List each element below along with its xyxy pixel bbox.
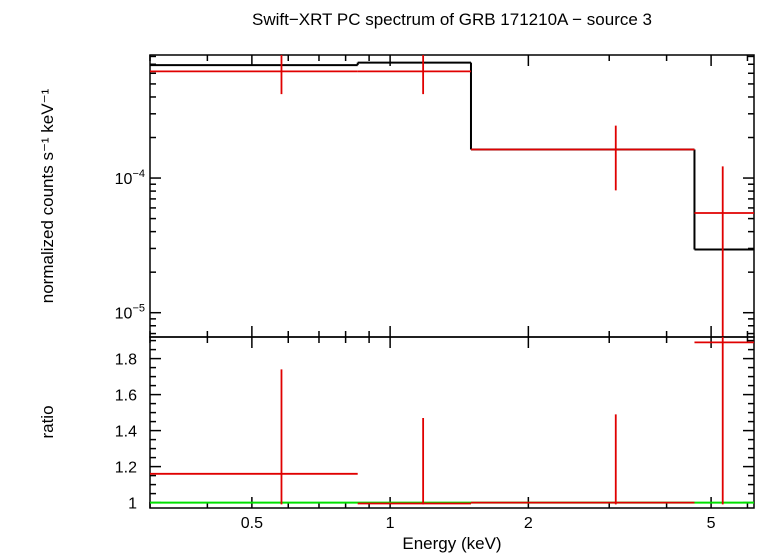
ratio-y-tick-label: 1.8 xyxy=(115,352,137,369)
x-tick-label: 5 xyxy=(707,515,716,532)
chart-title: Swift−XRT PC spectrum of GRB 171210A − s… xyxy=(252,10,652,29)
ratio-y-axis-label: ratio xyxy=(38,405,57,438)
spectrum-y-tick-labels: 10−4 10−5 xyxy=(115,168,145,323)
ratio-y-tick-label: 1.4 xyxy=(115,424,137,441)
ratio-y-tick-label: 1.6 xyxy=(115,388,137,405)
spectrum-ticks xyxy=(149,55,754,337)
ratio-ticks xyxy=(149,337,754,508)
x-tick-labels: 0.5 1 2 5 xyxy=(241,515,716,532)
spectrum-y-tick-label: 10−4 xyxy=(115,168,145,188)
ratio-y-tick-label: 1 xyxy=(128,496,137,513)
ratio-panel: 1 1.2 1.4 1.6 1.8 ratio xyxy=(38,336,755,513)
x-tick-label: 0.5 xyxy=(241,515,263,532)
spectrum-model xyxy=(150,61,754,251)
x-tick-label: 1 xyxy=(386,515,395,532)
ratio-panel-frame xyxy=(149,336,755,509)
spectrum-panel-frame xyxy=(149,54,755,338)
spectrum-panel: 10−4 10−5 normalized counts s⁻¹ keV⁻¹ xyxy=(38,54,755,338)
spectrum-y-tick-label: 10−5 xyxy=(115,303,145,323)
x-tick-label: 2 xyxy=(524,515,533,532)
ratio-data xyxy=(150,337,754,505)
ratio-y-tick-labels: 1 1.2 1.4 1.6 1.8 xyxy=(115,352,137,513)
spectrum-data xyxy=(150,55,754,337)
x-axis-label: Energy (keV) xyxy=(402,534,501,553)
ratio-y-tick-label: 1.2 xyxy=(115,460,137,477)
spectrum-y-axis-label: normalized counts s⁻¹ keV⁻¹ xyxy=(38,88,57,303)
